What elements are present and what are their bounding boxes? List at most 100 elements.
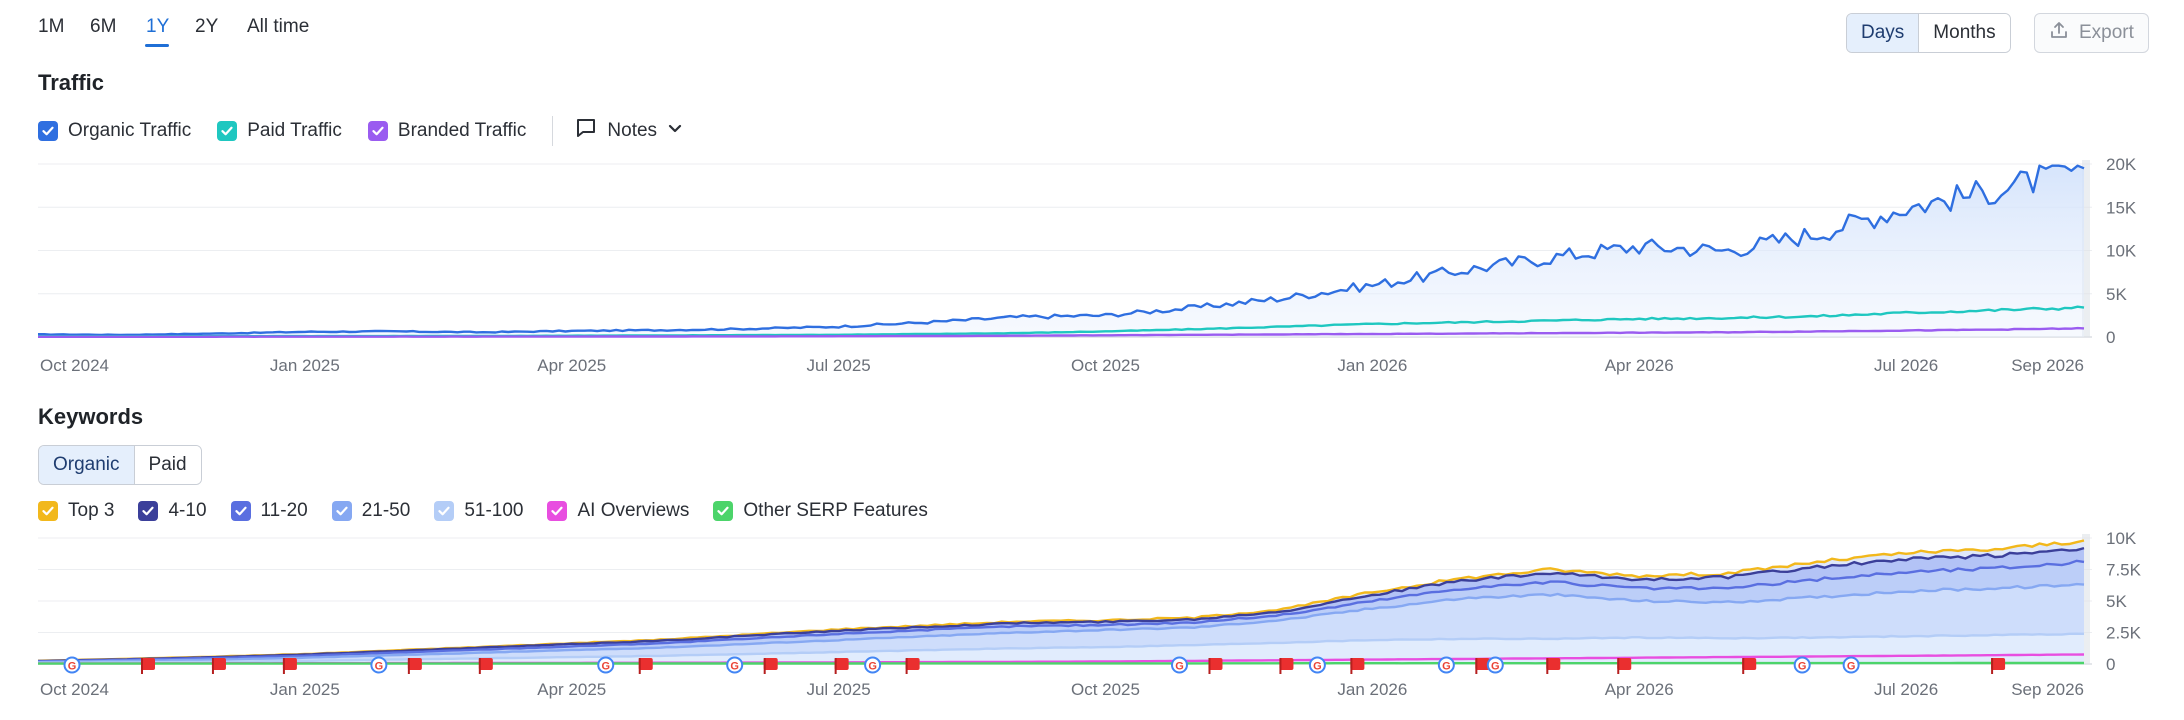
- google-update-icon: G: [726, 656, 744, 674]
- legend-51-100[interactable]: 51-100: [434, 500, 523, 522]
- keywords-title: Keywords: [38, 404, 144, 429]
- export-button[interactable]: Export: [2034, 13, 2149, 53]
- x-tick-label: Apr 2025: [537, 680, 606, 699]
- note-flag-icon: [211, 658, 226, 674]
- svg-text:G: G: [1175, 661, 1184, 673]
- legend-other-serp-features[interactable]: Other SERP Features: [713, 500, 928, 522]
- period-tab-6m[interactable]: 6M: [90, 16, 117, 37]
- x-tick-label: Apr 2026: [1605, 356, 1674, 375]
- keywords-legend: Top 3 4-10 11-20 21-50 51-100 AI Overviews Oth…: [38, 500, 952, 522]
- note-flag-icon: [407, 658, 422, 674]
- legend-label: 11-20: [260, 500, 308, 521]
- google-update-icon: G: [1793, 656, 1811, 674]
- upload-icon: [2049, 20, 2069, 46]
- note-flag-icon: [1742, 658, 1757, 674]
- note-flag-icon: [834, 658, 849, 674]
- checkbox-checked-icon[interactable]: [331, 501, 352, 521]
- checkbox-checked-icon[interactable]: [38, 121, 58, 141]
- legend-label: 51-100: [464, 500, 524, 521]
- legend-divider: [552, 116, 554, 146]
- organic-traffic-area: [38, 165, 2084, 337]
- x-tick-label: Sep 2026: [2011, 680, 2084, 699]
- x-tick-label: Jan 2025: [270, 680, 340, 699]
- period-tab-all-time[interactable]: All time: [247, 16, 310, 37]
- note-flag-icon: [1475, 658, 1490, 674]
- x-tick-label: Jul 2026: [1874, 356, 1938, 375]
- legend-label: Other SERP Features: [743, 500, 928, 521]
- checkbox-checked-icon[interactable]: [434, 501, 455, 521]
- svg-text:G: G: [1442, 661, 1451, 673]
- organic-tab[interactable]: Organic: [39, 446, 134, 484]
- legend-label: Organic Traffic: [68, 120, 192, 141]
- checkbox-checked-icon[interactable]: [713, 501, 734, 521]
- series-line-other-serp-features: [38, 661, 2084, 665]
- checkbox-checked-icon[interactable]: [367, 121, 388, 141]
- legend-21-50[interactable]: 21-50: [331, 500, 410, 522]
- legend-11-20[interactable]: 11-20: [230, 500, 308, 522]
- note-flag-icon: [905, 658, 920, 674]
- notes-dropdown[interactable]: Notes: [575, 117, 683, 145]
- svg-text:G: G: [1798, 661, 1807, 673]
- svg-text:G: G: [868, 661, 877, 673]
- chevron-down-icon: [667, 120, 683, 142]
- legend-branded-traffic[interactable]: Branded Traffic: [367, 120, 526, 142]
- legend-4-10[interactable]: 4-10: [138, 500, 207, 522]
- paid-tab[interactable]: Paid: [133, 446, 201, 484]
- svg-text:G: G: [1491, 661, 1500, 673]
- google-update-icon: G: [1842, 656, 1860, 674]
- x-tick-label: Apr 2025: [537, 356, 606, 375]
- legend-label: AI Overviews: [577, 500, 690, 521]
- note-flag-icon: [1617, 658, 1632, 674]
- period-tab-2y[interactable]: 2Y: [195, 16, 219, 37]
- note-flag-icon: [1279, 658, 1294, 674]
- x-tick-label: Oct 2025: [1071, 680, 1140, 699]
- legend-top-3[interactable]: Top 3: [38, 500, 114, 522]
- days-button[interactable]: Days: [1847, 14, 1919, 52]
- google-update-icon: G: [864, 656, 882, 674]
- x-tick-label: Oct 2024: [40, 356, 109, 375]
- legend-label: Top 3: [68, 500, 115, 521]
- keywords-type-toggle: Organic Paid: [38, 445, 202, 485]
- months-button[interactable]: Months: [1918, 14, 2010, 52]
- granularity-toggle: Days Months: [1846, 13, 2011, 53]
- checkbox-checked-icon[interactable]: [138, 501, 159, 521]
- checkbox-checked-icon[interactable]: [38, 501, 58, 521]
- legend-organic-traffic[interactable]: Organic Traffic: [38, 120, 191, 142]
- svg-text:G: G: [68, 661, 77, 673]
- y-tick-label: 10K: [2106, 529, 2137, 548]
- legend-ai-overviews[interactable]: AI Overviews: [547, 500, 689, 522]
- period-tab-1y[interactable]: 1Y: [146, 16, 170, 37]
- series-line-11-20: [37, 559, 2085, 663]
- y-tick-label: 15K: [2106, 198, 2137, 217]
- note-flag-icon: [282, 658, 297, 674]
- y-tick-label: 2.5K: [2106, 624, 2142, 643]
- y-tick-label: 0: [2106, 328, 2115, 347]
- x-tick-label: Jul 2025: [806, 680, 870, 699]
- note-flag-icon: [1546, 658, 1561, 674]
- checkbox-checked-icon[interactable]: [230, 501, 251, 521]
- x-tick-label: Sep 2026: [2011, 356, 2084, 375]
- google-update-icon: G: [63, 656, 81, 674]
- note-flag-icon: [1350, 658, 1365, 674]
- google-update-icon: G: [370, 656, 388, 674]
- google-update-icon: G: [597, 656, 615, 674]
- y-tick-label: 5K: [2106, 592, 2127, 611]
- checkbox-checked-icon[interactable]: [217, 121, 238, 141]
- notes-label: Notes: [607, 120, 658, 141]
- comment-icon: [575, 117, 597, 145]
- note-flag-icon: [1208, 658, 1223, 674]
- checkbox-checked-icon[interactable]: [547, 501, 568, 521]
- google-update-icon: G: [1308, 656, 1326, 674]
- y-tick-label: 0: [2106, 655, 2115, 674]
- legend-paid-traffic[interactable]: Paid Traffic: [217, 120, 342, 142]
- google-update-icon: G: [1486, 656, 1504, 674]
- x-tick-label: Jul 2025: [806, 356, 870, 375]
- traffic-title: Traffic: [38, 70, 105, 95]
- period-tab-1m[interactable]: 1M: [38, 16, 65, 37]
- legend-label: Paid Traffic: [247, 120, 342, 141]
- x-tick-label: Jan 2025: [270, 356, 340, 375]
- x-tick-label: Jan 2026: [1337, 680, 1407, 699]
- active-tab-indicator: [145, 44, 169, 47]
